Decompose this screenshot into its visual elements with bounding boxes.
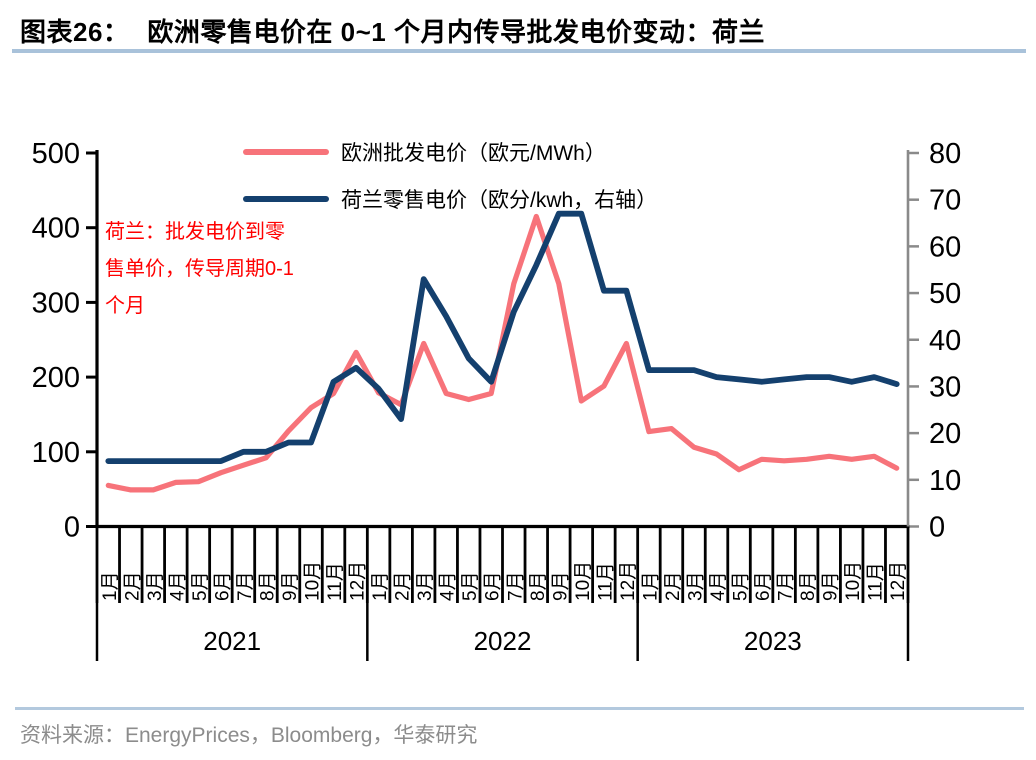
- month-label: 1月: [370, 571, 391, 601]
- month-label: 2月: [393, 571, 414, 601]
- month-label: 7月: [235, 571, 256, 601]
- month-label: 8月: [798, 571, 819, 601]
- month-label: 11月: [866, 562, 887, 601]
- month-label: 3月: [145, 571, 166, 601]
- month-label: 7月: [776, 571, 797, 601]
- month-label: 4月: [167, 571, 188, 601]
- month-label: 4月: [438, 571, 459, 601]
- legend-label-wholesale: 欧洲批发电价（欧元/MWh）: [341, 142, 606, 165]
- month-label: 8月: [257, 571, 278, 601]
- right-axis-tick-label: 20: [929, 418, 961, 450]
- right-axis-tick-label: 80: [929, 138, 961, 170]
- month-label: 6月: [212, 571, 233, 601]
- year-label: 2021: [203, 626, 261, 656]
- left-axis-tick-label: 200: [32, 362, 80, 394]
- month-label: 9月: [550, 571, 571, 601]
- month-label: 8月: [528, 571, 549, 601]
- month-label: 11月: [595, 562, 616, 601]
- page-title-number: 图表26：: [20, 17, 130, 47]
- annotation-line-3: 个月: [105, 295, 145, 317]
- month-label: 9月: [821, 571, 842, 601]
- source-divider: [15, 707, 1024, 710]
- retail-line-swatch-icon: [243, 196, 329, 202]
- month-label: 1月: [640, 571, 661, 601]
- right-axis-tick-label: 60: [929, 231, 961, 263]
- month-label: 11月: [325, 562, 346, 601]
- month-label: 12月: [618, 561, 639, 601]
- left-axis-tick-label: 500: [32, 138, 80, 170]
- legend-item-wholesale: 欧洲批发电价（欧元/MWh）: [243, 137, 657, 167]
- legend-label-retail: 荷兰零售电价（欧分/kwh，右轴）: [341, 189, 658, 212]
- legend-item-retail: 荷兰零售电价（欧分/kwh，右轴）: [243, 184, 657, 214]
- month-label: 3月: [685, 571, 706, 601]
- month-label: 10月: [303, 561, 324, 601]
- left-axis-tick-label: 300: [32, 287, 80, 319]
- chart-legend: 欧洲批发电价（欧元/MWh） 荷兰零售电价（欧分/kwh，右轴）: [243, 137, 657, 214]
- annotation-line-2: 售单价，传导周期0-1: [105, 258, 294, 280]
- page-title-text: 欧洲零售电价在 0~1 个月内传导批发电价变动：荷兰: [147, 17, 765, 47]
- left-axis-tick-label: 0: [64, 512, 80, 544]
- month-label: 1月: [100, 571, 121, 601]
- page-title: 图表26： 欧洲零售电价在 0~1 个月内传导批发电价变动：荷兰: [20, 12, 765, 49]
- right-axis-tick-label: 10: [929, 465, 961, 497]
- right-axis-tick-label: 30: [929, 371, 961, 403]
- month-label: 2月: [663, 571, 684, 601]
- year-label: 2023: [744, 626, 802, 656]
- month-label: 6月: [753, 571, 774, 601]
- right-axis-tick-label: 70: [929, 185, 961, 217]
- month-label: 12月: [348, 561, 369, 601]
- month-label: 3月: [415, 571, 436, 601]
- year-label: 2022: [474, 626, 532, 656]
- title-divider: [12, 49, 1026, 53]
- month-label: 4月: [708, 571, 729, 601]
- right-axis-tick-label: 40: [929, 325, 961, 357]
- month-label: 12月: [888, 561, 909, 601]
- left-axis-tick-label: 100: [32, 437, 80, 469]
- month-label: 7月: [505, 571, 526, 601]
- month-label: 5月: [460, 571, 481, 601]
- retail-price-line: [105, 210, 900, 465]
- annotation-line-1: 荷兰：批发电价到零: [105, 221, 285, 243]
- month-label: 10月: [843, 561, 864, 601]
- month-label: 6月: [483, 571, 504, 601]
- right-axis-tick-label: 0: [929, 512, 945, 544]
- month-label: 5月: [731, 571, 752, 601]
- month-label: 10月: [573, 561, 594, 601]
- month-label: 5月: [190, 571, 211, 601]
- source-text: 资料来源：EnergyPrices，Bloomberg，华泰研究: [20, 724, 478, 747]
- left-axis-tick-label: 400: [32, 213, 80, 245]
- month-label: 9月: [280, 571, 301, 601]
- right-axis-tick-label: 50: [929, 278, 961, 310]
- month-label: 2月: [122, 571, 143, 601]
- wholesale-line-swatch-icon: [243, 149, 329, 155]
- annotation-note: 荷兰：批发电价到零 售单价，传导周期0-1 个月: [105, 214, 425, 325]
